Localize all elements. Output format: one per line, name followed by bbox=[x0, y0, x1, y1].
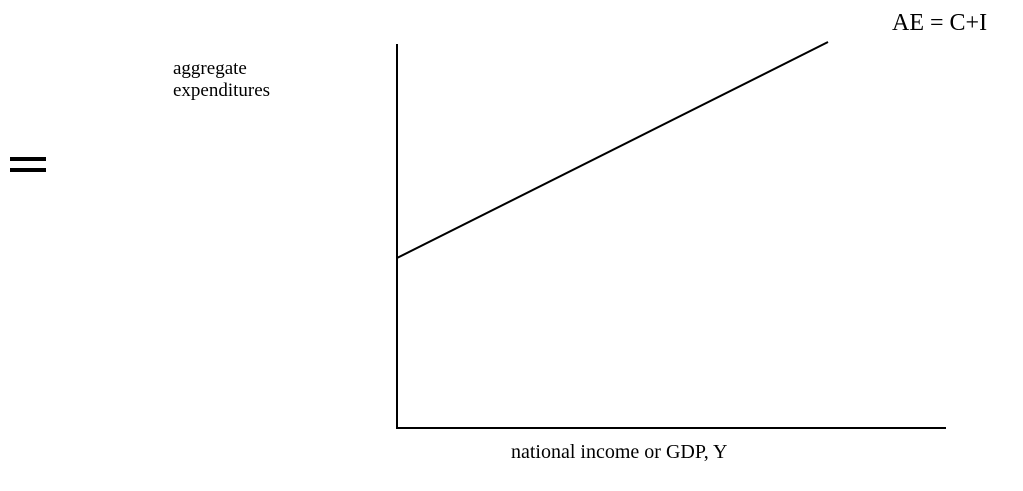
equals-sign bbox=[10, 155, 46, 175]
y-axis-label: aggregate expenditures bbox=[173, 58, 270, 102]
equals-bar-bottom bbox=[10, 168, 46, 172]
equals-bar-top bbox=[10, 157, 46, 161]
ae-line-label: AE = C+I bbox=[892, 10, 988, 36]
ae-line bbox=[396, 41, 829, 259]
y-axis-label-line2: expenditures bbox=[173, 80, 271, 101]
x-axis-label: national income or GDP, Y bbox=[511, 441, 728, 463]
y-axis-label-line1: aggregate bbox=[173, 58, 247, 79]
